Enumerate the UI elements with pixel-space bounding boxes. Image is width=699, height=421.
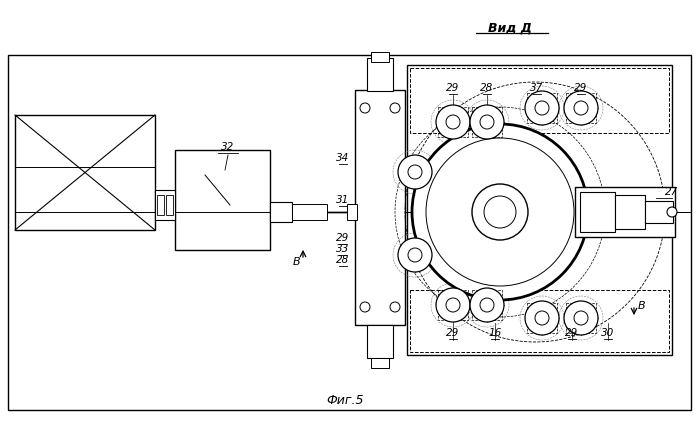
Bar — [347, 204, 357, 220]
Text: 34: 34 — [336, 153, 350, 163]
Circle shape — [535, 311, 549, 325]
Text: 29: 29 — [575, 83, 588, 93]
Circle shape — [412, 124, 588, 300]
Circle shape — [472, 184, 528, 240]
Text: 28: 28 — [480, 83, 493, 93]
Bar — [580, 192, 615, 232]
Text: 30: 30 — [601, 328, 614, 338]
Bar — [15, 115, 155, 230]
Circle shape — [574, 101, 588, 115]
Circle shape — [470, 288, 504, 322]
Circle shape — [390, 103, 400, 113]
Circle shape — [535, 101, 549, 115]
Bar — [575, 187, 675, 237]
Bar — [371, 358, 389, 368]
Circle shape — [398, 238, 432, 272]
Bar — [410, 290, 669, 352]
Bar — [270, 202, 292, 222]
Bar — [367, 325, 393, 358]
Circle shape — [525, 301, 559, 335]
Text: 37: 37 — [531, 83, 544, 93]
Circle shape — [470, 105, 504, 139]
Circle shape — [574, 311, 588, 325]
Bar — [292, 204, 327, 220]
Circle shape — [360, 302, 370, 312]
Circle shape — [426, 138, 574, 286]
Circle shape — [408, 248, 422, 262]
Circle shape — [436, 288, 470, 322]
Bar — [175, 150, 270, 250]
Circle shape — [398, 155, 432, 189]
Bar — [166, 195, 173, 215]
Bar — [355, 90, 405, 325]
Circle shape — [525, 91, 559, 125]
Bar — [371, 52, 389, 62]
Circle shape — [446, 115, 460, 129]
Bar — [157, 195, 164, 215]
Circle shape — [484, 196, 516, 228]
Text: В: В — [293, 257, 301, 267]
Bar — [155, 190, 175, 220]
Bar — [472, 107, 502, 137]
Bar — [527, 93, 557, 123]
Bar — [438, 290, 468, 320]
Text: 29: 29 — [336, 233, 350, 243]
Text: 33: 33 — [336, 244, 350, 254]
Circle shape — [390, 302, 400, 312]
Text: 29: 29 — [565, 328, 579, 338]
Circle shape — [667, 207, 677, 217]
Bar — [367, 58, 393, 91]
Circle shape — [480, 298, 494, 312]
Text: 16: 16 — [489, 328, 502, 338]
Bar — [8, 55, 691, 410]
Bar — [566, 93, 596, 123]
Circle shape — [408, 165, 422, 179]
Bar — [410, 68, 669, 133]
Circle shape — [564, 301, 598, 335]
Text: 29: 29 — [447, 83, 460, 93]
Bar — [407, 65, 672, 355]
Circle shape — [360, 103, 370, 113]
Text: 27: 27 — [665, 187, 679, 197]
Bar — [472, 290, 502, 320]
Text: 28: 28 — [336, 255, 350, 265]
Text: 29: 29 — [447, 328, 460, 338]
Circle shape — [436, 105, 470, 139]
Text: 31: 31 — [336, 195, 350, 205]
Circle shape — [446, 298, 460, 312]
Bar — [566, 303, 596, 333]
Text: Вид Д: Вид Д — [488, 21, 532, 35]
Bar — [645, 201, 673, 223]
Bar — [615, 195, 645, 229]
Circle shape — [480, 115, 494, 129]
Bar — [527, 303, 557, 333]
Circle shape — [564, 91, 598, 125]
Bar — [438, 107, 468, 137]
Text: Фиг.5: Фиг.5 — [326, 394, 363, 407]
Text: 32: 32 — [222, 142, 235, 152]
Text: В: В — [638, 301, 646, 311]
